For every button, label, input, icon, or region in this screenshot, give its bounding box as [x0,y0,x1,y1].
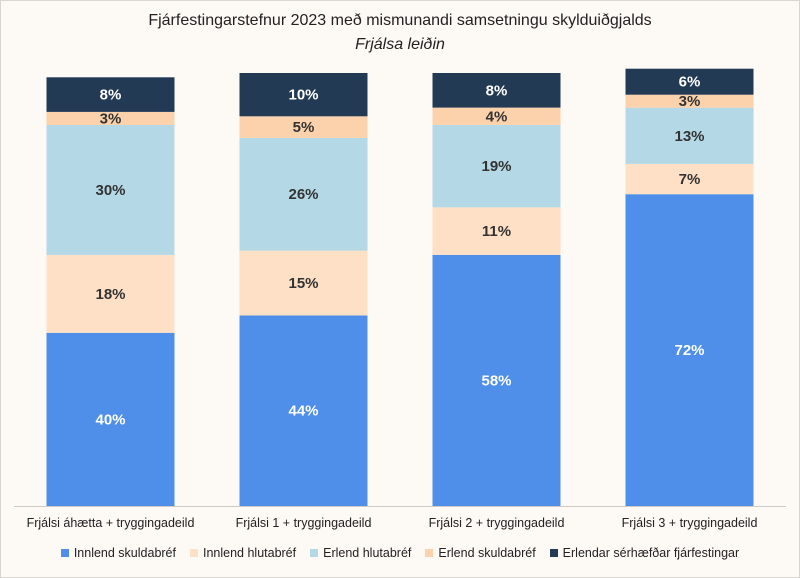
data-label: 5% [293,119,315,136]
data-label: 19% [481,158,511,175]
chart-title: Fjárfestingarstefnur 2023 með mismunandi… [148,12,652,29]
legend-label: Erlendar sérhæfðar fjárfestingar [562,546,740,560]
legend-item: Erlend skuldabréf [425,546,536,560]
legend-label: Erlend hlutabréf [323,546,412,560]
chart-subtitle: Frjálsa leiðin [355,36,445,53]
data-label: 4% [486,108,508,125]
legend-swatch [549,549,558,557]
legend-swatch [310,549,319,557]
legend-item: Innlend skuldabréf [60,546,176,560]
bar-segment [239,138,368,251]
data-label: 11% [482,223,511,240]
data-label: 18% [95,286,125,303]
bar-segment [46,332,175,506]
data-label: 8% [100,87,122,104]
bar-segment [239,315,368,506]
data-label: 26% [288,186,318,203]
data-label: 8% [486,82,508,99]
bar-segment [239,73,368,117]
bar-segment [625,94,754,108]
bar-segment [625,194,754,506]
bar-segment [46,254,175,333]
bar-segment [432,107,561,125]
bar-segment [432,73,561,108]
data-label: 72% [674,342,704,359]
data-label: 44% [288,403,318,420]
bar-segment [625,68,754,95]
x-tick-label: Frjálsi áhætta + tryggingadeild [27,516,195,530]
legend-swatch [425,549,434,557]
data-label: 3% [679,93,701,110]
legend-swatch [60,549,69,557]
bar-segment [239,116,368,138]
x-tick-label: Frjálsi 3 + tryggingadeild [622,516,758,530]
legend-label: Innlend skuldabréf [73,546,176,560]
chart-legend: Innlend skuldabréf Innlend hlutabréf Erlen… [0,546,800,560]
bar-segment [432,125,561,208]
bar-segment [625,107,754,164]
bar-segment [432,254,561,506]
bar-segment [46,125,175,255]
bar-segment [239,250,368,316]
bar-segment [46,112,175,125]
data-label: 58% [481,372,511,389]
legend-swatch [189,549,198,557]
legend-label: Innlend hlutabréf [202,546,297,560]
data-label: 6% [679,74,701,91]
data-label: 3% [100,111,122,128]
legend-item: Innlend hlutabréf [189,546,297,560]
data-label: 7% [679,171,701,188]
data-label: 15% [288,275,318,292]
data-label: 13% [674,128,704,145]
bar-segment [432,207,561,255]
legend-item: Erlendar sérhæfðar fjárfestingar [549,546,740,560]
data-label: 30% [95,182,125,199]
bar-segment [625,163,754,195]
x-tick-label: Frjálsi 2 + tryggingadeild [429,516,565,530]
bar-segment [46,77,175,112]
legend-item: Erlend hlutabréf [310,546,411,560]
legend-label: Erlend skuldabréf [438,546,536,560]
x-tick-label: Frjálsi 1 + tryggingadeild [236,516,372,530]
data-label: 10% [288,87,318,104]
data-label: 40% [95,411,125,428]
